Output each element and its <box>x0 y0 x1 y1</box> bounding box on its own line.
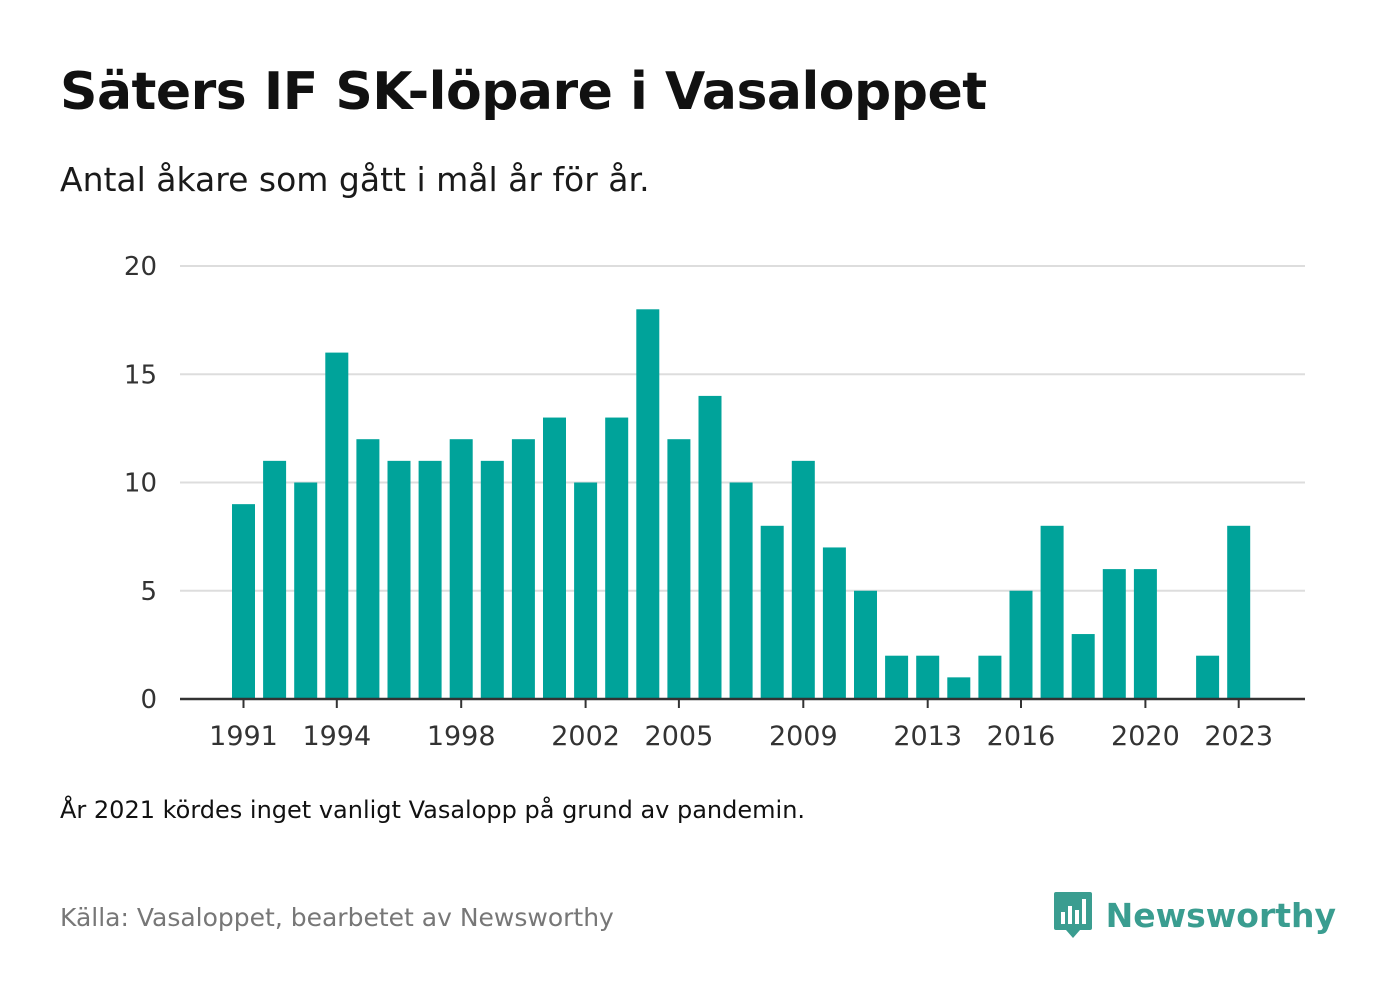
bar-1998 <box>449 439 473 699</box>
bar-1994 <box>325 352 349 699</box>
bar-1999 <box>480 460 504 699</box>
x-tick-label: 2005 <box>645 721 714 752</box>
x-tick-label: 1994 <box>302 721 371 752</box>
y-tick-label: 10 <box>124 469 157 499</box>
y-tick-label: 20 <box>124 252 157 282</box>
x-tick-label: 1991 <box>209 721 278 752</box>
bar-2008 <box>760 525 784 699</box>
bar-2004 <box>636 309 660 699</box>
x-tick-label: 2013 <box>893 721 962 752</box>
axes: 0 5 10 15 20 1991 1994 1998 2002 2005 2009 2013 2016… <box>124 252 1305 752</box>
bar-2002 <box>574 482 598 699</box>
bar-2023 <box>1227 525 1251 699</box>
bar-2018 <box>1071 634 1095 699</box>
x-tick-label: 2009 <box>769 721 838 752</box>
bar-1992 <box>263 460 287 699</box>
bar-1997 <box>418 460 442 699</box>
bar-1996 <box>387 460 411 699</box>
x-tick-label: 2020 <box>1111 721 1180 752</box>
bar-2001 <box>543 417 566 699</box>
bar-1993 <box>294 482 318 699</box>
bar-chart: 0 5 10 15 20 1991 1994 1998 2002 2005 2009 2013 2016… <box>124 252 1305 752</box>
bar-2000 <box>511 439 535 699</box>
bar-2015 <box>978 655 1002 699</box>
bar-2017 <box>1040 525 1064 699</box>
brand-block: Newsworthy <box>1052 890 1336 940</box>
bar-2009 <box>791 460 815 699</box>
bars <box>232 309 1251 699</box>
y-tick-label: 0 <box>140 685 157 715</box>
bar-2020 <box>1133 569 1157 699</box>
chart-title: Säters IF SK-löpare i Vasaloppet <box>60 62 987 122</box>
x-tick-label: 1998 <box>427 721 496 752</box>
y-tick-label: 15 <box>124 360 157 390</box>
bar-2005 <box>667 439 691 699</box>
bar-1991 <box>232 504 255 699</box>
x-tick-label: 2023 <box>1204 721 1273 752</box>
bar-2012 <box>885 655 909 699</box>
chart-subtitle: Antal åkare som gått i mål år för år. <box>60 160 650 199</box>
bar-2013 <box>916 655 940 699</box>
bar-2016 <box>1009 590 1033 699</box>
bar-2022 <box>1196 655 1220 699</box>
source-credit: Källa: Vasaloppet, bearbetet av Newswort… <box>60 903 614 932</box>
footnote: År 2021 kördes inget vanligt Vasalopp på… <box>60 796 806 824</box>
bar-2007 <box>729 482 753 699</box>
brand-name: Newsworthy <box>1105 895 1336 935</box>
bar-2010 <box>822 547 846 699</box>
newsworthy-logo-icon <box>1053 892 1092 938</box>
bar-2014 <box>947 677 971 699</box>
bar-2011 <box>854 590 877 699</box>
bar-2006 <box>698 395 722 699</box>
y-tick-label: 5 <box>140 577 157 607</box>
x-tick-label: 2002 <box>551 721 620 752</box>
bar-2019 <box>1102 569 1126 699</box>
bar-2003 <box>605 417 629 699</box>
x-tick-label: 2016 <box>987 721 1056 752</box>
bar-1995 <box>356 439 380 699</box>
